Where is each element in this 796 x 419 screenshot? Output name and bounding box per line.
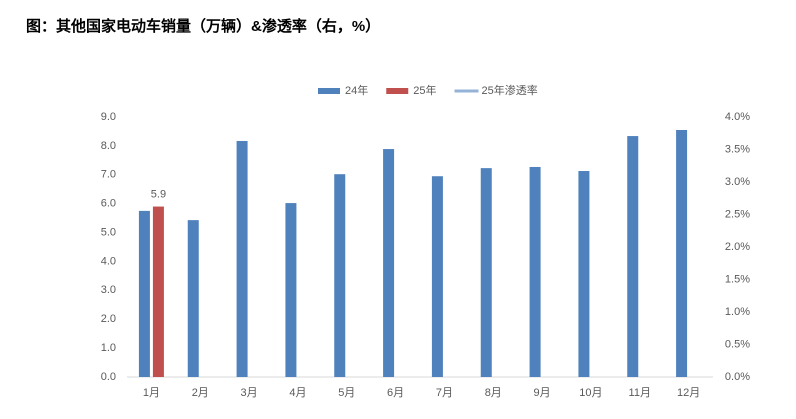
data-label: 5.9 (151, 188, 166, 200)
y-tick-label: 4.0 (101, 255, 116, 267)
bar (138, 210, 150, 377)
x-tick-label: 10月 (579, 387, 602, 399)
legend-label: 24年 (345, 83, 368, 97)
legend-swatch (318, 88, 340, 94)
x-tick-label: 3月 (241, 387, 258, 399)
x-tick-label: 11月 (629, 387, 651, 399)
x-tick-label: 6月 (387, 387, 404, 399)
y2-tick-label: 0.5% (725, 338, 750, 350)
bar (529, 166, 541, 377)
x-tick-label: 1月 (143, 387, 160, 399)
legend-label: 25年 (413, 83, 436, 97)
y-tick-label: 5.0 (101, 226, 116, 238)
y-tick-label: 2.0 (101, 313, 116, 325)
legend-label: 25年渗透率 (482, 83, 538, 97)
bar (187, 220, 199, 377)
bar (627, 136, 639, 377)
y2-tick-label: 3.5% (725, 143, 750, 155)
y2-tick-label: 1.5% (725, 273, 750, 285)
y-tick-label: 0.0 (101, 371, 116, 383)
bar (431, 176, 443, 377)
bar (578, 171, 590, 377)
bar (334, 174, 346, 377)
y-tick-label: 8.0 (101, 140, 116, 152)
x-tick-label: 8月 (485, 387, 502, 399)
y2-tick-label: 2.5% (725, 208, 750, 220)
bar (285, 203, 297, 377)
bar (383, 149, 395, 377)
y-tick-label: 6.0 (101, 198, 116, 210)
y2-tick-label: 2.0% (725, 241, 750, 253)
x-tick-label: 9月 (534, 387, 551, 399)
y2-tick-label: 0.0% (725, 371, 750, 383)
bar (480, 168, 492, 377)
x-tick-label: 2月 (192, 387, 209, 399)
bar (236, 140, 248, 377)
y-tick-label: 7.0 (101, 169, 116, 181)
chart-title: 图：其他国家电动车销量（万辆）&渗透率（右，%） (26, 17, 380, 35)
legend-swatch (386, 88, 409, 94)
x-tick-label: 7月 (436, 387, 453, 399)
bar (152, 206, 164, 377)
x-tick-label: 5月 (338, 387, 355, 399)
y2-tick-label: 4.0% (725, 111, 750, 123)
y2-tick-label: 1.0% (725, 306, 750, 318)
x-tick-label: 4月 (289, 387, 306, 399)
y-tick-label: 3.0 (101, 284, 116, 296)
x-tick-label: 12月 (677, 387, 700, 399)
y-tick-label: 9.0 (101, 111, 116, 123)
bar (676, 130, 688, 377)
y-tick-label: 1.0 (101, 342, 116, 354)
y2-tick-label: 3.0% (725, 176, 750, 188)
